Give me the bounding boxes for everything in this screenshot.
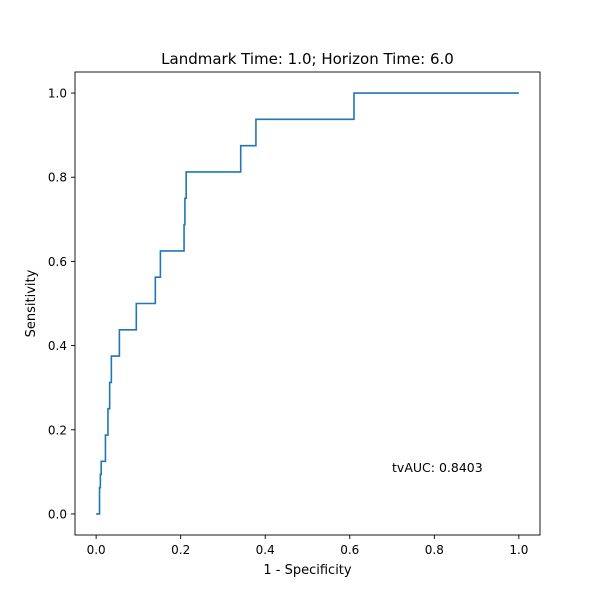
y-axis-ticks: 0.0 0.2 0.4 0.6 0.8 1.0	[48, 87, 75, 521]
x-tick-label: 0.4	[256, 543, 275, 557]
plot-frame	[74, 71, 541, 536]
chart-title: Landmark Time: 1.0; Horizon Time: 6.0	[161, 50, 454, 68]
x-tick-label: 0.8	[425, 543, 444, 557]
y-tick-label: 0.0	[48, 507, 67, 521]
y-tick-label: 0.6	[48, 255, 67, 269]
y-tick-label: 0.4	[48, 339, 67, 353]
x-tick-label: 0.2	[171, 543, 190, 557]
y-tick-label: 0.2	[48, 423, 67, 437]
y-tick-label: 1.0	[48, 87, 67, 101]
x-tick-label: 1.0	[509, 543, 528, 557]
y-tick-label: 0.8	[48, 171, 67, 185]
x-tick-label: 0.6	[340, 543, 359, 557]
x-tick-label: 0.0	[87, 543, 106, 557]
y-axis-label: Sensitivity	[24, 269, 39, 337]
tvauc-annotation: tvAUC: 0.8403	[392, 460, 483, 475]
x-axis-ticks: 0.0 0.2 0.4 0.6 0.8 1.0	[87, 535, 528, 557]
roc-curve-line	[96, 92, 519, 515]
x-axis-label: 1 - Specificity	[263, 563, 352, 578]
